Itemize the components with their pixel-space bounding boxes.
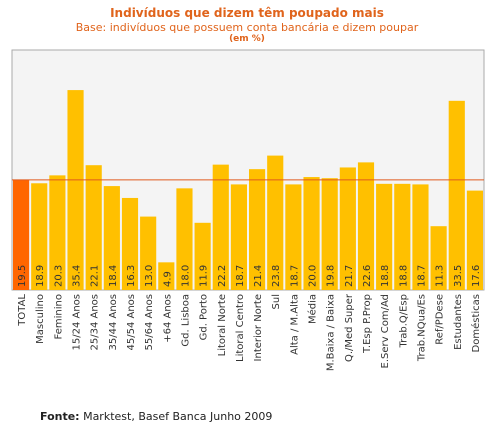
value-label-2: 18.9 (35, 265, 46, 287)
bar-4 (67, 90, 83, 290)
category-label-1: TOTAL (17, 294, 28, 327)
value-label-10: 18.0 (180, 265, 191, 287)
category-label-18: M.Baixa / Baixa (326, 294, 337, 371)
value-label-11: 11.9 (199, 265, 210, 287)
category-label-11: Gd. Porto (199, 294, 210, 340)
source-note: Fonte: Marktest, Basef Banca Junho 2009 (40, 410, 272, 423)
category-label-9: +64 Anos (162, 294, 173, 343)
category-label-8: 55/64 Anos (144, 294, 155, 351)
value-label-20: 22.6 (362, 265, 373, 287)
value-label-4: 35.4 (72, 265, 83, 287)
category-label-4: 15/24 Anos (72, 294, 83, 351)
category-label-5: 25/34 Anos (90, 294, 101, 351)
category-label-7: 45/54 Anos (126, 294, 137, 351)
bar-25 (449, 101, 465, 290)
category-label-12: Litoral Norte (217, 294, 228, 356)
category-label-23: Trab.NQua/Es (416, 294, 427, 362)
source-label: Fonte: (40, 410, 80, 423)
value-label-18: 19.8 (326, 265, 337, 287)
value-label-25: 33.5 (453, 265, 464, 287)
value-label-1: 19.5 (17, 265, 28, 287)
category-label-10: Gd. Lisboa (180, 294, 191, 347)
value-label-5: 22.1 (90, 265, 101, 287)
value-label-3: 20.3 (53, 265, 64, 287)
value-label-12: 22.2 (217, 265, 228, 287)
category-label-15: Sul (271, 294, 282, 309)
value-label-6: 18.4 (108, 265, 119, 287)
category-label-25: Estudantes (453, 294, 464, 350)
category-label-2: Masculino (35, 294, 46, 344)
category-label-17: Média (307, 294, 319, 324)
category-label-22: Trab.Q/Esp (398, 294, 409, 349)
category-label-6: 35/44 Anos (108, 294, 119, 351)
category-label-3: Feminino (53, 294, 64, 339)
value-label-19: 21.7 (344, 265, 355, 287)
value-label-17: 20.0 (308, 265, 319, 287)
category-label-19: Q./Med Super (344, 293, 355, 362)
category-label-14: Interior Norte (253, 294, 264, 361)
value-label-22: 18.8 (398, 265, 409, 287)
value-label-26: 17.6 (471, 265, 482, 287)
value-label-15: 23.8 (271, 265, 282, 287)
category-label-21: E.Serv Com/Ad (380, 294, 391, 368)
value-label-24: 11.3 (435, 265, 446, 287)
category-label-20: T.Esp P.Prop (362, 294, 373, 354)
value-label-23: 18.7 (416, 265, 427, 287)
value-label-16: 18.7 (289, 265, 300, 287)
value-label-8: 13.0 (144, 265, 155, 287)
category-label-26: Domésticas (470, 294, 482, 352)
value-label-14: 21.4 (253, 265, 264, 287)
value-label-7: 16.3 (126, 265, 137, 287)
value-label-13: 18.7 (235, 265, 246, 287)
value-label-9: 4.9 (162, 271, 173, 287)
category-label-13: Litoral Centro (235, 294, 246, 362)
value-label-21: 18.8 (380, 265, 391, 287)
category-label-16: Alta / M.Alta (289, 294, 300, 355)
category-label-24: Ref/PDese (435, 294, 446, 345)
source-text: Marktest, Basef Banca Junho 2009 (83, 410, 272, 423)
